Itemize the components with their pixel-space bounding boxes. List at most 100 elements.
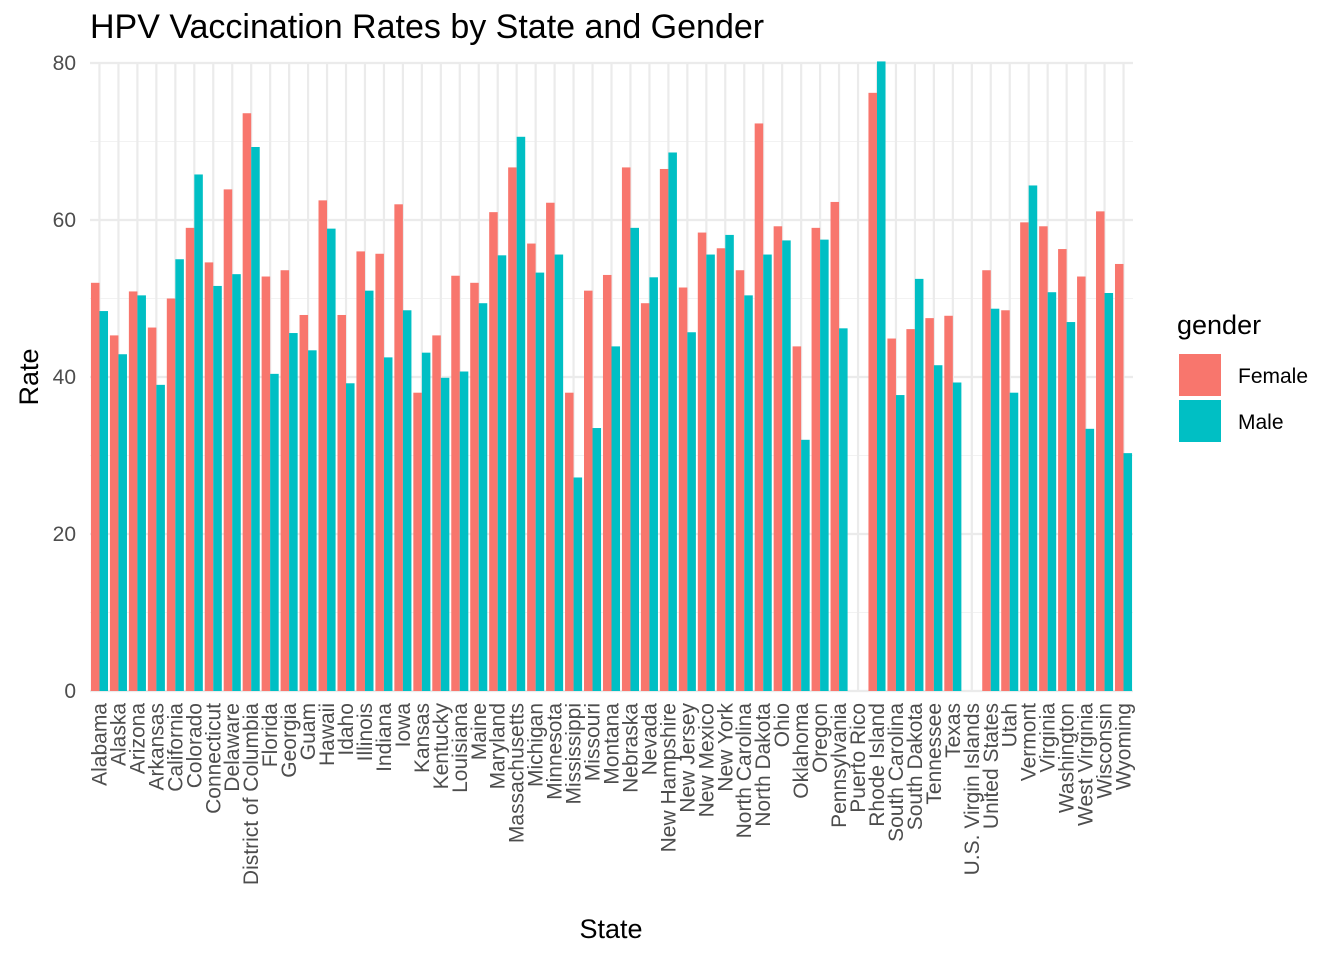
bar-new-jersey-male [687, 332, 696, 691]
bar-alabama-female [90, 282, 100, 691]
bar-district-of-columbia-female [242, 113, 252, 692]
bar-maine-male [478, 303, 488, 691]
legend-swatch-female [1179, 354, 1221, 396]
y-tick-label: 20 [53, 523, 76, 546]
bar-kentucky-female [432, 335, 441, 691]
bar-north-carolina-female [735, 270, 745, 691]
bar-maryland-female [489, 212, 498, 691]
bar-florida-female [261, 276, 271, 691]
x-tick-label: Utah [999, 703, 1022, 747]
x-tick-label: Arkansas [145, 703, 168, 791]
x-tick-label: West Virginia [1075, 703, 1098, 826]
x-tick-label: U.S. Virgin Islands [961, 703, 984, 875]
bar-rhode-island-female [868, 92, 877, 691]
bar-california-female [166, 298, 176, 691]
bar-washington-male [1066, 322, 1076, 691]
bar-alaska-male [118, 354, 127, 691]
legend: gender Female Male [1177, 310, 1308, 442]
x-tick-label: Puerto Rico [847, 703, 870, 813]
x-tick-label: Nebraska [619, 703, 642, 793]
bar-west-virginia-male [1085, 428, 1095, 691]
bar-utah-male [1009, 392, 1019, 691]
x-tick-label: Hawaii [316, 703, 339, 766]
bar-colorado-male [194, 174, 203, 692]
bar-tennessee-male [933, 365, 943, 691]
bar-michigan-female [527, 243, 536, 692]
bar-missouri-male [592, 428, 602, 691]
x-tick-label: Maine [468, 703, 491, 760]
bar-united-states-male [990, 308, 1000, 691]
bar-georgia-male [289, 333, 298, 691]
x-tick-label: North Carolina [733, 703, 756, 839]
bar-arkansas-male [156, 384, 165, 691]
x-tick-label: Oregon [809, 703, 832, 773]
x-tick-label: Minnesota [544, 703, 567, 800]
bar-new-hampshire-female [659, 168, 669, 692]
bar-washington-female [1058, 249, 1067, 692]
x-tick-label: New York [714, 703, 737, 792]
bar-colorado-female [185, 227, 195, 691]
bar-rhode-island-male [876, 61, 886, 692]
bar-utah-female [1001, 310, 1010, 691]
legend-label-male: Male [1238, 411, 1284, 434]
x-tick-label: Delaware [221, 703, 244, 792]
x-tick-label: Kansas [411, 703, 434, 773]
x-tick-label: Mississippi [563, 703, 586, 805]
bar-district-of-columbia-male [251, 146, 260, 691]
chart-title: HPV Vaccination Rates by State and Gende… [90, 8, 765, 46]
legend-title: gender [1177, 310, 1261, 340]
bar-south-carolina-male [895, 395, 905, 691]
x-tick-label: Oklahoma [790, 703, 813, 799]
bar-idaho-male [346, 383, 355, 691]
bar-ohio-female [773, 226, 783, 691]
bar-alabama-male [99, 311, 109, 691]
x-tick-label: Washington [1056, 703, 1079, 813]
bar-mississippi-female [565, 392, 574, 691]
y-tick-label: 80 [53, 52, 76, 75]
bar-tennessee-female [925, 318, 934, 691]
x-tick-label: Virginia [1037, 703, 1060, 773]
bar-montana-female [602, 274, 612, 691]
x-tick-label: Montana [601, 703, 624, 785]
x-tick-label: Wyoming [1113, 703, 1136, 790]
bar-connecticut-female [204, 262, 214, 691]
bar-texas-male [952, 382, 962, 691]
bar-minnesota-female [546, 202, 555, 692]
bar-louisiana-female [451, 275, 460, 691]
bar-kansas-male [421, 352, 431, 691]
bar-nevada-female [640, 303, 650, 691]
bar-florida-male [270, 373, 279, 691]
bar-indiana-male [383, 357, 393, 691]
x-tick-label: Illinois [354, 703, 377, 761]
bar-massachusetts-male [516, 136, 526, 692]
bar-connecticut-male [213, 285, 222, 691]
bar-arizona-male [137, 295, 146, 691]
x-tick-label: Wisconsin [1094, 703, 1117, 799]
x-tick-label: Pennsylvania [828, 703, 851, 828]
bar-delaware-male [232, 274, 241, 691]
bar-nevada-male [649, 277, 658, 691]
bar-oklahoma-female [792, 346, 802, 691]
bar-hawaii-female [318, 200, 328, 691]
x-tick-label: Maryland [487, 703, 510, 789]
x-tick-label: Idaho [335, 703, 358, 756]
bars [90, 61, 1133, 692]
x-tick-label: District of Columbia [240, 703, 263, 885]
x-tick-label: Florida [259, 703, 282, 768]
bar-ohio-male [782, 240, 791, 691]
x-tick-label: Arizona [126, 703, 149, 775]
bar-north-dakota-male [763, 254, 772, 692]
bar-wyoming-male [1123, 453, 1133, 691]
x-tick-label: Colorado [183, 703, 206, 788]
x-tick-label: Georgia [278, 703, 301, 778]
bar-wisconsin-male [1104, 293, 1114, 691]
bar-kansas-female [413, 392, 422, 691]
bar-south-dakota-female [906, 329, 915, 691]
bar-arkansas-female [147, 327, 157, 691]
bar-vermont-male [1028, 185, 1038, 691]
bar-hawaii-male [327, 228, 336, 691]
bar-south-carolina-female [887, 338, 896, 691]
bar-california-male [175, 259, 184, 691]
bar-wisconsin-female [1096, 211, 1105, 692]
x-tick-label: California [164, 703, 187, 792]
